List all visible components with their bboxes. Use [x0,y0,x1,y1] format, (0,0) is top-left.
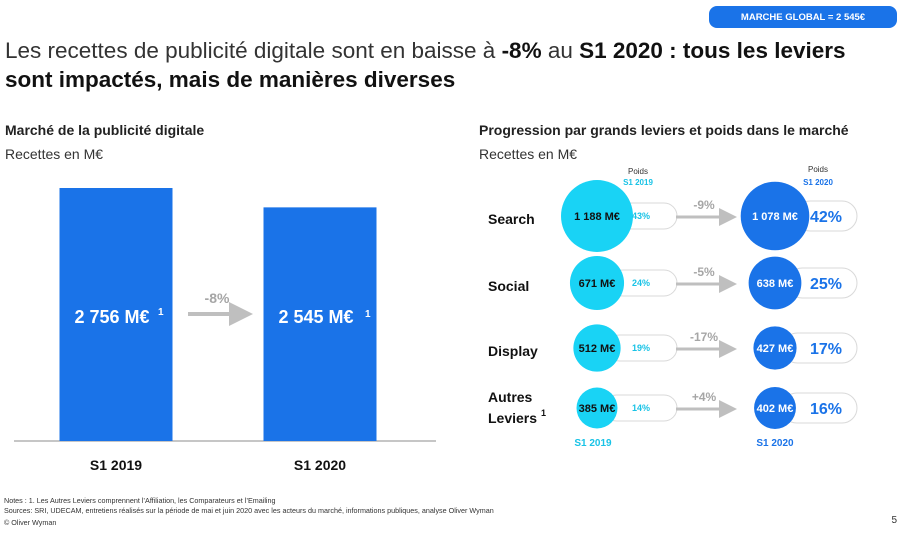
bubble-chart: Poids S1 2019 Poids S1 2020 Search 1 188 M€ 43… [488,165,858,449]
bubble-2019 [576,387,618,429]
row-label-superscript: 1 [541,408,546,418]
bubble-2020 [753,326,797,370]
bubble-2020-label: 638 M€ [757,278,794,290]
lever-row-display: Display 512 M€ 19% -17% 427 M€ 17% [488,324,858,372]
copyright: © Oliver Wyman [4,518,57,527]
bubble-2019 [569,255,625,311]
lever-row-autres-leviers: Autres Leviers 1 385 M€ 14% +4% 402 M€ 16% [488,387,858,429]
page-title: Les recettes de publicité digitale sont … [5,36,885,94]
change-label: -17% [690,330,718,344]
col-footer-2019: S1 2019 [574,438,612,449]
bubble-2020-label: 427 M€ [757,343,794,355]
col-header-year-2019: S1 2019 [623,178,653,187]
lever-row-social: Social 671 M€ 24% -5% 638 M€ 25% [488,255,858,311]
row-label: Display [488,343,538,359]
bubble-2019 [573,324,621,372]
col-footer-2020: S1 2020 [756,438,794,449]
row-label: Social [488,278,529,294]
title-bold1: -8% [501,38,542,63]
left-chart-title: Marché de la publicité digitale [5,122,205,138]
col-header-poids-2019: Poids [628,167,648,176]
bar-s1-2019 [59,188,173,441]
left-chart-unit: Recettes en M€ [5,146,104,162]
share-2020: 42% [810,209,842,226]
change-label: -9% [693,198,715,212]
share-2019: 43% [632,211,650,221]
title-part2: au [541,38,580,63]
right-chart-title: Progression par grands leviers et poids … [479,122,849,138]
global-market-badge: MARCHE GLOBAL = 2 545€ [709,6,897,28]
page-number: 5 [891,515,897,526]
bubble-2020 [754,387,796,429]
col-header-poids-2020: Poids [808,165,828,174]
bubble-2019-label: 512 M€ [579,343,616,355]
bubble-2020 [748,256,802,310]
bubble-2020-label: 1 078 M€ [752,211,798,223]
notes-line: Notes : 1. Les Autres Leviers comprennen… [4,496,276,505]
bubble-2020-label: 402 M€ [757,403,794,415]
title-bold2: S1 2020 : tous les leviers sont impactés… [5,38,846,92]
bar-value-label: 2 545 M€ [278,307,353,327]
title-part1: Les recettes de publicité digitale sont … [5,38,502,63]
row-label-line2: Leviers [488,410,537,426]
bubble-2019-label: 385 M€ [579,403,616,415]
sources-line: Sources: SRI, UDECAM, entretiens réalisé… [4,506,494,515]
footnote-superscript: 1 [158,307,164,318]
row-label-line1: Autres [488,389,533,405]
col-header-year-2020: S1 2020 [803,178,833,187]
lever-row-search: Search 1 188 M€ 43% -9% 1 078 M€ 42% [488,180,858,252]
footnote-superscript: 1 [365,309,371,320]
share-2020: 17% [810,341,842,358]
bar-s1-2020 [263,207,377,441]
bar-chart: 2 756 M€ 1 S1 2019 2 545 M€ 1 S1 2020 -8% [14,188,436,473]
change-label: -5% [693,265,715,279]
bubble-2019-label: 671 M€ [579,278,616,290]
x-tick-label: S1 2019 [90,457,142,473]
bubble-2019 [561,180,633,252]
share-2019: 19% [632,343,650,353]
share-2019: 24% [632,278,650,288]
share-2019: 14% [632,403,650,413]
bubble-2020 [740,181,810,251]
row-label: Search [488,211,535,227]
change-label: +4% [692,390,717,404]
bubble-2019-label: 1 188 M€ [574,211,620,223]
x-tick-label: S1 2020 [294,457,346,473]
change-label: -8% [205,290,230,306]
right-chart-unit: Recettes en M€ [479,146,578,162]
share-2020: 16% [810,401,842,418]
share-2020: 25% [810,276,842,293]
bar-value-label: 2 756 M€ [74,307,149,327]
